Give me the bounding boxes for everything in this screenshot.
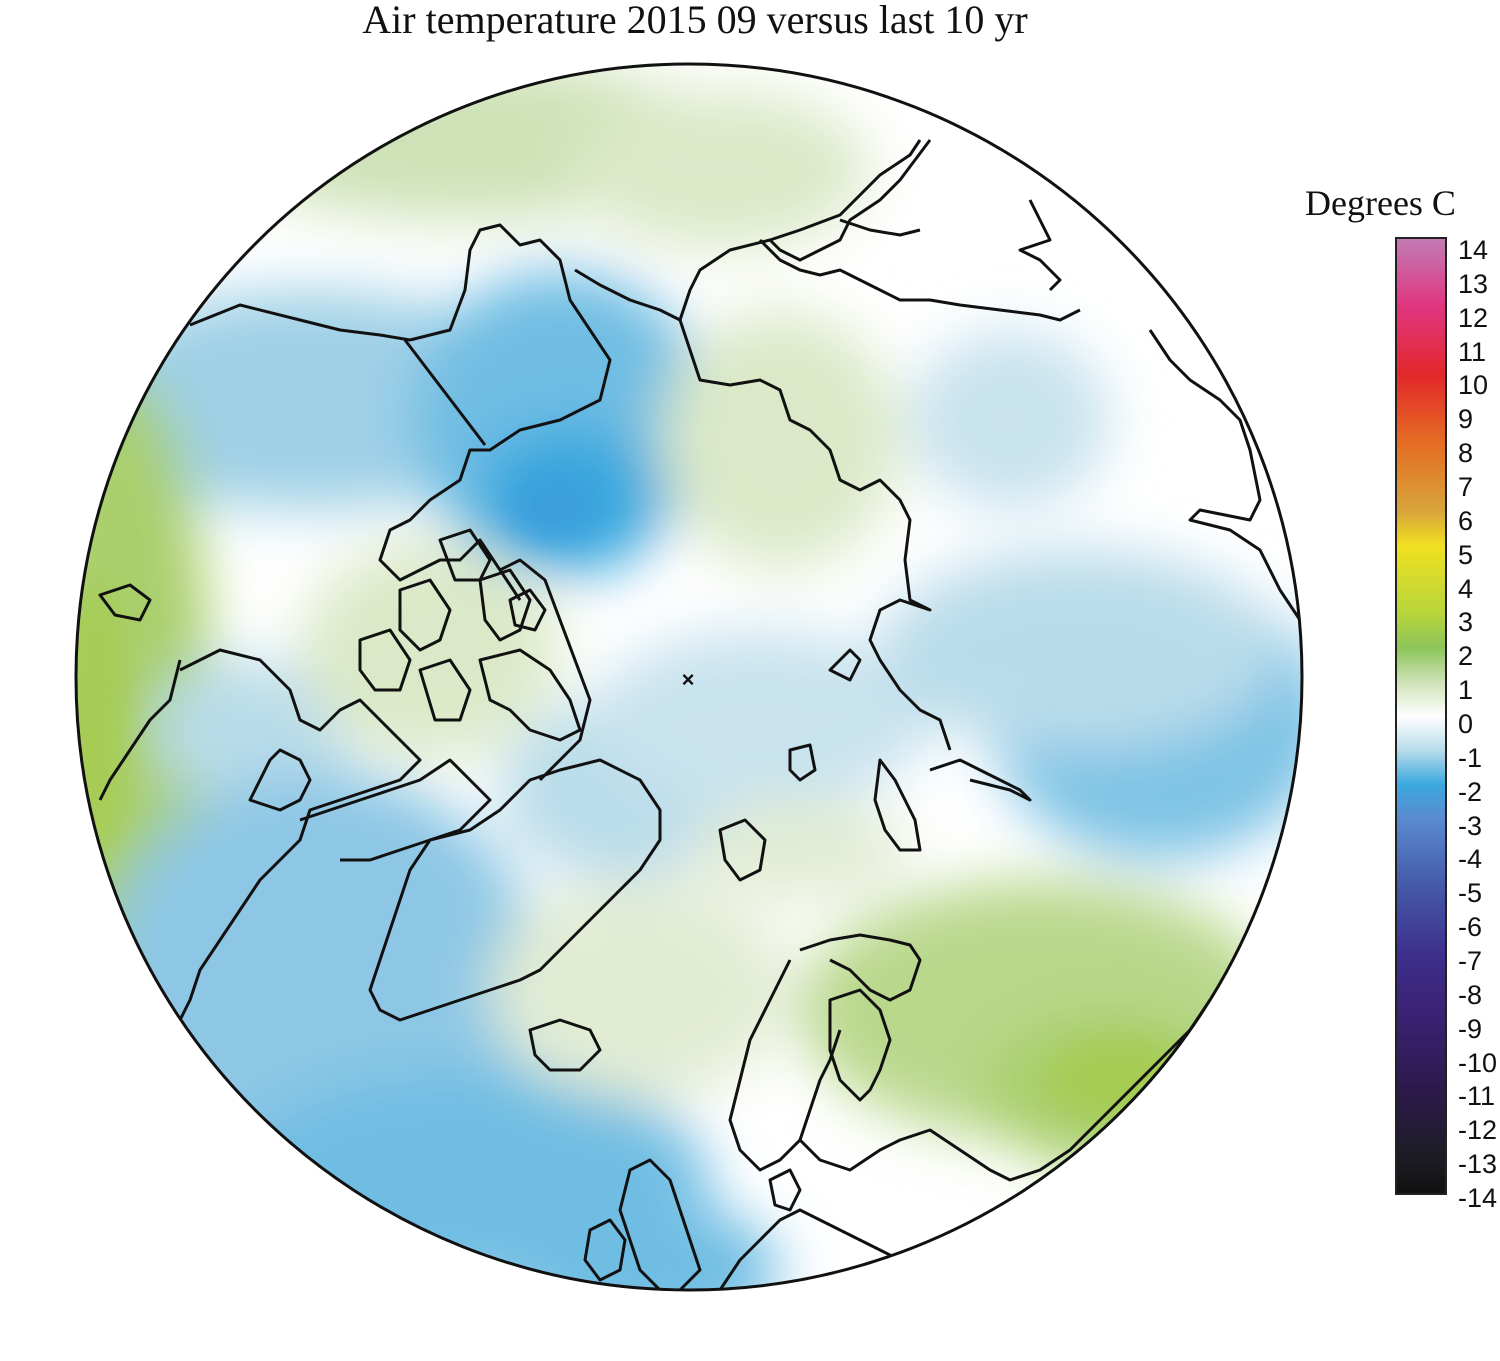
- hudson-bay: [248, 748, 312, 812]
- baffin-coast: [299, 758, 492, 862]
- okhotsk-coast: [768, 139, 932, 262]
- colorbar-tick-label: 13: [1458, 268, 1489, 299]
- finland-coast: [828, 988, 892, 1102]
- colorbar-tick-label: 1: [1458, 675, 1474, 706]
- map-title: Air temperature 2015 09 versus last 10 y…: [362, 0, 1028, 42]
- colorbar-tick-label: -13: [1458, 1149, 1498, 1180]
- baltic-coast: [798, 999, 1212, 1182]
- colorbar-tick-label: -8: [1458, 979, 1483, 1010]
- colorbar-tick-label: -10: [1458, 1047, 1498, 1078]
- colorbar-tick-label: 12: [1458, 302, 1489, 333]
- colorbar-tick-label: 4: [1458, 573, 1474, 604]
- anomaly-field: [76, 64, 1302, 1290]
- colorbar-tick-label: 9: [1458, 404, 1474, 435]
- kola-coast: [799, 933, 922, 1002]
- colorbar-tick-label: -4: [1458, 844, 1483, 875]
- legend-title: Degrees C: [1305, 183, 1456, 223]
- alaska-coast: [189, 223, 612, 601]
- denmark: [768, 1168, 802, 1212]
- colorbar-tick-label: -12: [1458, 1115, 1498, 1146]
- border-line: [403, 339, 487, 446]
- canada-west-2: [98, 583, 152, 622]
- north-pole-marker: ×: [682, 667, 695, 692]
- colorbar: [1395, 237, 1447, 1195]
- novaya-zemlya: [873, 758, 922, 852]
- colorbar-tick-label: -14: [1458, 1183, 1498, 1213]
- arch-5: [418, 658, 472, 722]
- arch-6: [478, 648, 582, 742]
- colorbar-tick-label: -11: [1458, 1081, 1496, 1112]
- colorbar-tick-label: 7: [1458, 472, 1474, 502]
- polar-map: ×: [74, 62, 1304, 1292]
- yamal-coast: [929, 758, 1032, 802]
- arch-3: [398, 578, 452, 652]
- siberia-coast: [678, 319, 952, 751]
- ireland: [583, 1218, 627, 1282]
- kamchatka-coast: [1018, 199, 1062, 292]
- svalbard: [718, 818, 767, 882]
- colorbar-tick-label: -7: [1458, 946, 1483, 976]
- colorbar-tick-label: -3: [1458, 810, 1483, 841]
- canada-coast: [178, 648, 422, 1021]
- europe-coast: [718, 1208, 901, 1290]
- arch-2: [478, 568, 532, 642]
- colorbar-tick-label: -6: [1458, 912, 1483, 943]
- colorbar-tick-label: 3: [1458, 607, 1474, 638]
- siberia-inland: [758, 238, 1081, 322]
- russia-east-coast: [1148, 329, 1302, 621]
- taimyr-coast: [828, 648, 862, 682]
- arch-7: [508, 588, 547, 632]
- ellesmere: [499, 558, 592, 782]
- colorbar-tick-label: 10: [1458, 370, 1489, 401]
- iceland: [528, 1018, 602, 1072]
- coastlines: [98, 139, 1302, 1290]
- colorbar-tick-label: -2: [1458, 776, 1483, 807]
- colorbar-tick-label: -9: [1458, 1013, 1483, 1044]
- colorbar-tick-label: 14: [1458, 235, 1489, 265]
- colorbar-tick-label: 11: [1458, 336, 1487, 367]
- colorbar-tick-label: 2: [1458, 641, 1474, 672]
- arch-1: [438, 528, 492, 582]
- colorbar-tick-label: 8: [1458, 438, 1474, 469]
- greenland: [368, 758, 662, 1022]
- map-boundary: [74, 62, 1304, 1292]
- colorbar-tick-label: 6: [1458, 505, 1474, 536]
- colorbar-tick-label: -5: [1458, 878, 1483, 909]
- colorbar-tick-label: 5: [1458, 539, 1474, 570]
- scandinavia-coast: [728, 959, 842, 1172]
- chukotka-coast: [574, 139, 922, 322]
- arch-4: [358, 628, 412, 692]
- franz-josef: [788, 743, 817, 782]
- great-britain: [618, 1158, 702, 1290]
- canada-west: [98, 659, 182, 801]
- colorbar-tick-label: -1: [1458, 742, 1483, 773]
- colorbar-tick-label: 0: [1458, 709, 1474, 739]
